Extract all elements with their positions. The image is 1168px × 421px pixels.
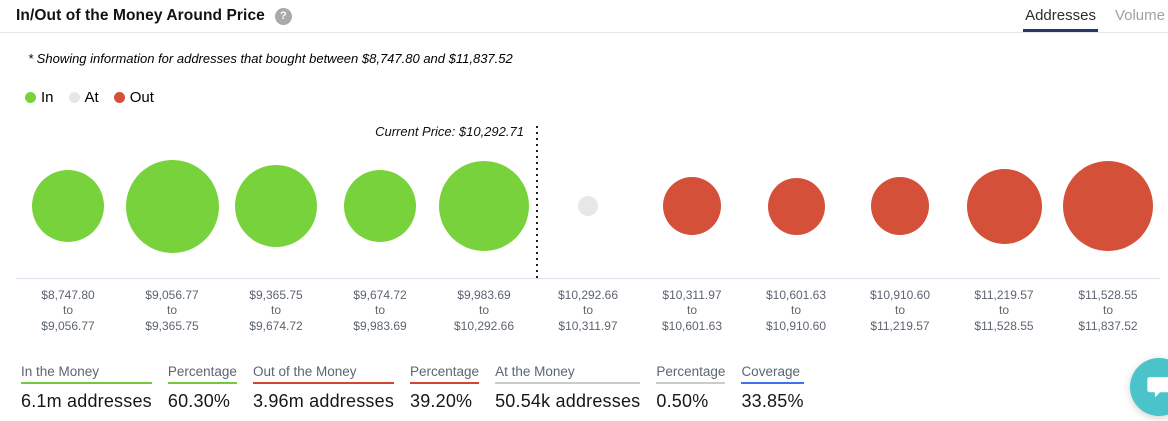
bubble-in[interactable] — [125, 159, 219, 253]
stat-value: 33.85% — [741, 391, 804, 412]
current-price-divider-line — [535, 126, 538, 278]
stat-value: 0.50% — [656, 391, 709, 412]
legend-item-at[interactable]: At — [68, 89, 99, 106]
stat-value: 60.30% — [167, 391, 231, 412]
legend-dot-icon — [113, 92, 125, 103]
legend-dot-icon — [68, 92, 80, 103]
bubble-column — [536, 196, 640, 216]
bubble-out[interactable] — [966, 168, 1042, 244]
bubble-out[interactable] — [767, 177, 825, 235]
bubble-row — [16, 110, 1160, 278]
stat-at-the-money: At the Money 50.54k addresses — [495, 364, 641, 412]
stat-label: At the Money — [495, 364, 641, 385]
tab-bar: Addresses Volume — [1023, 0, 1168, 32]
price-range-label: $10,910.60 to $11,219.57 — [869, 288, 931, 333]
stat-value: 6.1m addresses — [21, 391, 152, 412]
bubble-column — [432, 161, 536, 251]
stat-value: 50.54k addresses — [495, 391, 641, 412]
bubble-in[interactable] — [235, 165, 317, 247]
legend-label: At — [84, 89, 99, 106]
stats-bar: In the Money 6.1m addresses Percentage 60.3… — [21, 364, 1168, 412]
bubble-in[interactable] — [344, 170, 416, 242]
stat-in-the-money: In the Money 6.1m addresses — [21, 364, 152, 412]
bubble-column — [848, 177, 952, 235]
stat-label: Percentage — [410, 364, 480, 385]
legend-label: In — [41, 89, 54, 106]
bubble-out[interactable] — [1063, 161, 1153, 251]
stat-label: Percentage — [656, 364, 726, 385]
subtitle-note: * Showing information for addresses that… — [28, 51, 513, 66]
bubble-column — [640, 177, 744, 235]
stat-percentage: Percentage 0.50% — [656, 364, 726, 412]
tab-addresses[interactable]: Addresses — [1023, 0, 1098, 32]
price-range-label: $11,219.57 to $11,528.55 — [974, 288, 1034, 333]
stat-label: Coverage — [741, 364, 804, 385]
price-range-label: $9,983.69 to $10,292.66 — [453, 288, 515, 333]
legend: In At Out — [25, 89, 1168, 106]
bubble-in[interactable] — [439, 161, 529, 251]
bubble-out[interactable] — [663, 177, 721, 235]
price-range-label: $10,311.97 to $10,601.63 — [661, 288, 723, 333]
stat-coverage: Coverage 33.85% — [741, 364, 804, 412]
bubble-column — [744, 177, 848, 235]
x-axis-labels: $8,747.80 to $9,056.77 $9,056.77 to $9,365.75… — [16, 278, 1160, 342]
current-price-label: Current Price: $10,292.71 — [375, 124, 524, 139]
page-title: In/Out of the Money Around Price — [16, 7, 265, 24]
bubble-column — [1056, 161, 1160, 251]
legend-label: Out — [129, 89, 154, 106]
stat-out-of-the-money: Out of the Money 3.96m addresses — [252, 364, 395, 412]
stat-value: 39.20% — [410, 391, 473, 412]
widget-header: In/Out of the Money Around Price ? Addre… — [0, 0, 1168, 33]
price-range-label: $11,528.55 to $11,837.52 — [1078, 288, 1138, 333]
price-range-label: $10,601.63 to $10,910.60 — [765, 288, 827, 333]
bubble-column — [328, 170, 432, 242]
bubble-chart: Current Price: $10,292.71 — [16, 110, 1160, 278]
stat-label: Percentage — [167, 364, 237, 385]
bubble-at[interactable] — [578, 196, 598, 216]
legend-item-in[interactable]: In — [25, 89, 54, 106]
bubble-in[interactable] — [32, 170, 104, 242]
bubble-out[interactable] — [871, 177, 929, 235]
tab-volume[interactable]: Volume — [1114, 7, 1165, 24]
price-range-label: $9,056.77 to $9,365.75 — [145, 288, 199, 333]
price-range-label: $9,365.75 to $9,674.72 — [249, 288, 303, 333]
chat-bubble-icon — [1145, 373, 1168, 401]
stat-percentage: Percentage 60.30% — [167, 364, 237, 412]
stat-value: 3.96m addresses — [252, 391, 395, 412]
bubble-column — [224, 165, 328, 247]
price-range-label: $9,674.72 to $9,983.69 — [353, 288, 407, 333]
stat-label: Out of the Money — [252, 364, 395, 385]
help-icon[interactable]: ? — [274, 7, 292, 25]
bubble-column — [952, 168, 1056, 244]
bubble-column — [120, 159, 224, 253]
bubble-column — [16, 170, 120, 242]
legend-item-out[interactable]: Out — [113, 89, 154, 106]
price-range-label: $8,747.80 to $9,056.77 — [41, 288, 95, 333]
price-range-label: $10,292.66 to $10,311.97 — [557, 288, 619, 333]
legend-dot-icon — [25, 92, 36, 103]
stat-label: In the Money — [21, 364, 152, 385]
stat-percentage: Percentage 39.20% — [410, 364, 480, 412]
